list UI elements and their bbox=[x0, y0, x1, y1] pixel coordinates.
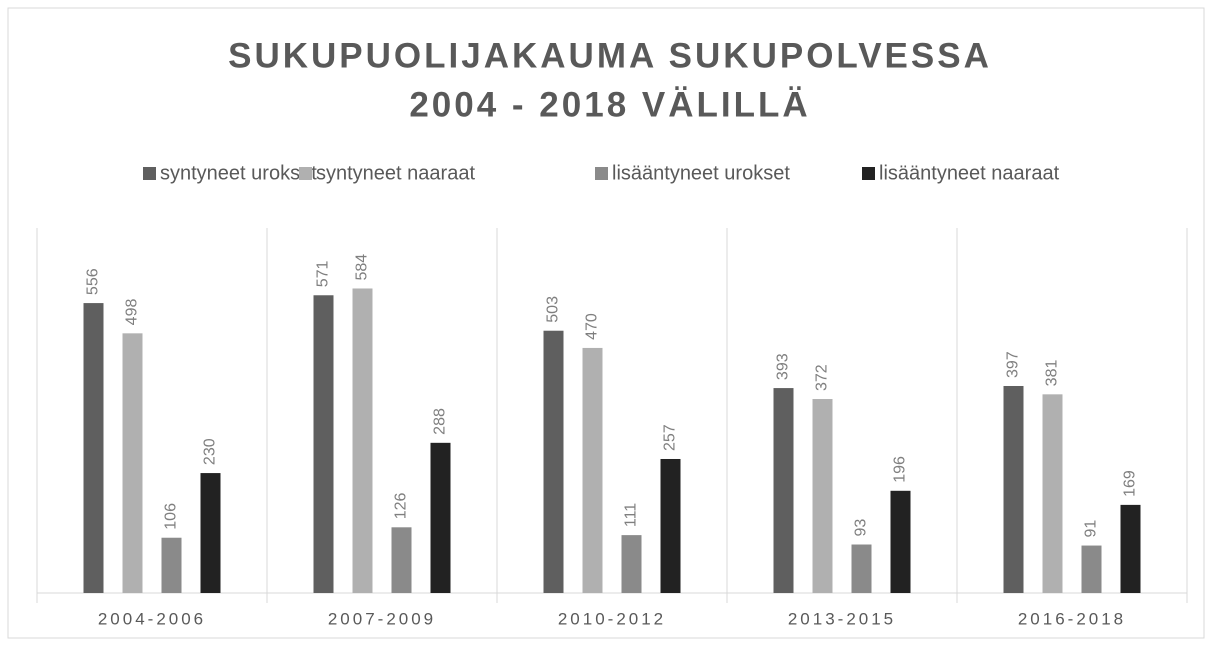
bar bbox=[1081, 545, 1102, 593]
bar bbox=[83, 303, 104, 593]
bar bbox=[773, 388, 794, 593]
data-label: 397 bbox=[1005, 351, 1022, 378]
x-tick-label: 2007-2009 bbox=[328, 609, 436, 628]
bar bbox=[851, 544, 872, 593]
bar bbox=[430, 442, 451, 593]
legend-swatch bbox=[299, 167, 312, 180]
legend-swatch bbox=[862, 167, 875, 180]
bar bbox=[122, 333, 143, 593]
x-tick-label: 2016-2018 bbox=[1018, 609, 1126, 628]
legend-label: syntyneet urokset bbox=[160, 162, 317, 184]
bar bbox=[582, 347, 603, 593]
x-tick-label: 2010-2012 bbox=[558, 609, 666, 628]
legend-swatch bbox=[595, 167, 608, 180]
data-label: 93 bbox=[853, 519, 870, 537]
legend-swatch bbox=[143, 167, 156, 180]
bar bbox=[812, 399, 833, 593]
chart-title: SUKUPUOLIJAKAUMA SUKUPOLVESSA bbox=[228, 36, 992, 75]
legend-label: lisääntyneet urokset bbox=[612, 162, 790, 184]
data-label: 169 bbox=[1122, 470, 1139, 497]
bar bbox=[1042, 394, 1063, 593]
data-label: 571 bbox=[315, 260, 332, 287]
chart-title: 2004 - 2018 VÄLILLÄ bbox=[409, 85, 810, 124]
data-label: 393 bbox=[775, 353, 792, 380]
data-label: 230 bbox=[202, 438, 219, 465]
data-label: 111 bbox=[623, 503, 640, 527]
chart-border bbox=[7, 7, 1205, 639]
data-label: 381 bbox=[1044, 360, 1061, 387]
data-label: 584 bbox=[354, 254, 371, 281]
data-label: 126 bbox=[393, 493, 410, 520]
data-label: 257 bbox=[662, 424, 679, 451]
data-label: 470 bbox=[584, 313, 601, 340]
bar bbox=[543, 330, 564, 593]
bar bbox=[200, 473, 221, 593]
data-label: 91 bbox=[1083, 520, 1100, 538]
bar bbox=[1003, 385, 1024, 593]
data-label: 196 bbox=[892, 456, 909, 483]
data-label: 498 bbox=[124, 299, 141, 326]
bar bbox=[352, 288, 373, 593]
x-tick-label: 2004-2006 bbox=[98, 609, 206, 628]
data-label: 503 bbox=[545, 296, 562, 323]
bar bbox=[890, 490, 911, 593]
data-label: 556 bbox=[85, 268, 102, 295]
data-label: 288 bbox=[432, 408, 449, 435]
bar bbox=[161, 537, 182, 593]
data-label: 106 bbox=[163, 503, 180, 530]
bar bbox=[1120, 504, 1141, 593]
bar bbox=[391, 527, 412, 593]
bar bbox=[313, 295, 334, 593]
bar bbox=[660, 458, 681, 593]
data-label: 372 bbox=[814, 364, 831, 391]
x-tick-label: 2013-2015 bbox=[788, 609, 896, 628]
legend-label: syntyneet naaraat bbox=[316, 162, 475, 184]
legend-label: lisääntyneet naaraat bbox=[879, 162, 1060, 184]
bar bbox=[621, 535, 642, 593]
